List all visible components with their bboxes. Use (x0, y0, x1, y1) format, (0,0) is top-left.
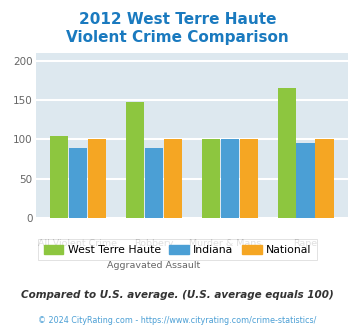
Text: Murder & Mans...: Murder & Mans... (189, 239, 270, 248)
Bar (126, 102, 144, 218)
Text: © 2024 CityRating.com - https://www.cityrating.com/crime-statistics/: © 2024 CityRating.com - https://www.city… (38, 316, 317, 325)
Bar (144, 148, 163, 218)
Bar (296, 143, 315, 218)
Bar (220, 139, 239, 218)
Bar (240, 139, 258, 218)
Bar (316, 139, 334, 218)
Text: 2012 West Terre Haute
Violent Crime Comparison: 2012 West Terre Haute Violent Crime Comp… (66, 12, 289, 45)
Bar (50, 136, 68, 218)
Legend: West Terre Haute, Indiana, National: West Terre Haute, Indiana, National (38, 239, 317, 260)
Text: Aggravated Assault: Aggravated Assault (107, 261, 200, 270)
Bar (88, 139, 106, 218)
Bar (278, 88, 296, 218)
Text: Rape: Rape (294, 239, 318, 248)
Text: Robbery: Robbery (134, 239, 174, 248)
Text: All Violent Crime: All Violent Crime (38, 239, 117, 248)
Bar (202, 139, 220, 218)
Bar (164, 139, 182, 218)
Text: Compared to U.S. average. (U.S. average equals 100): Compared to U.S. average. (U.S. average … (21, 290, 334, 300)
Bar (69, 148, 87, 218)
